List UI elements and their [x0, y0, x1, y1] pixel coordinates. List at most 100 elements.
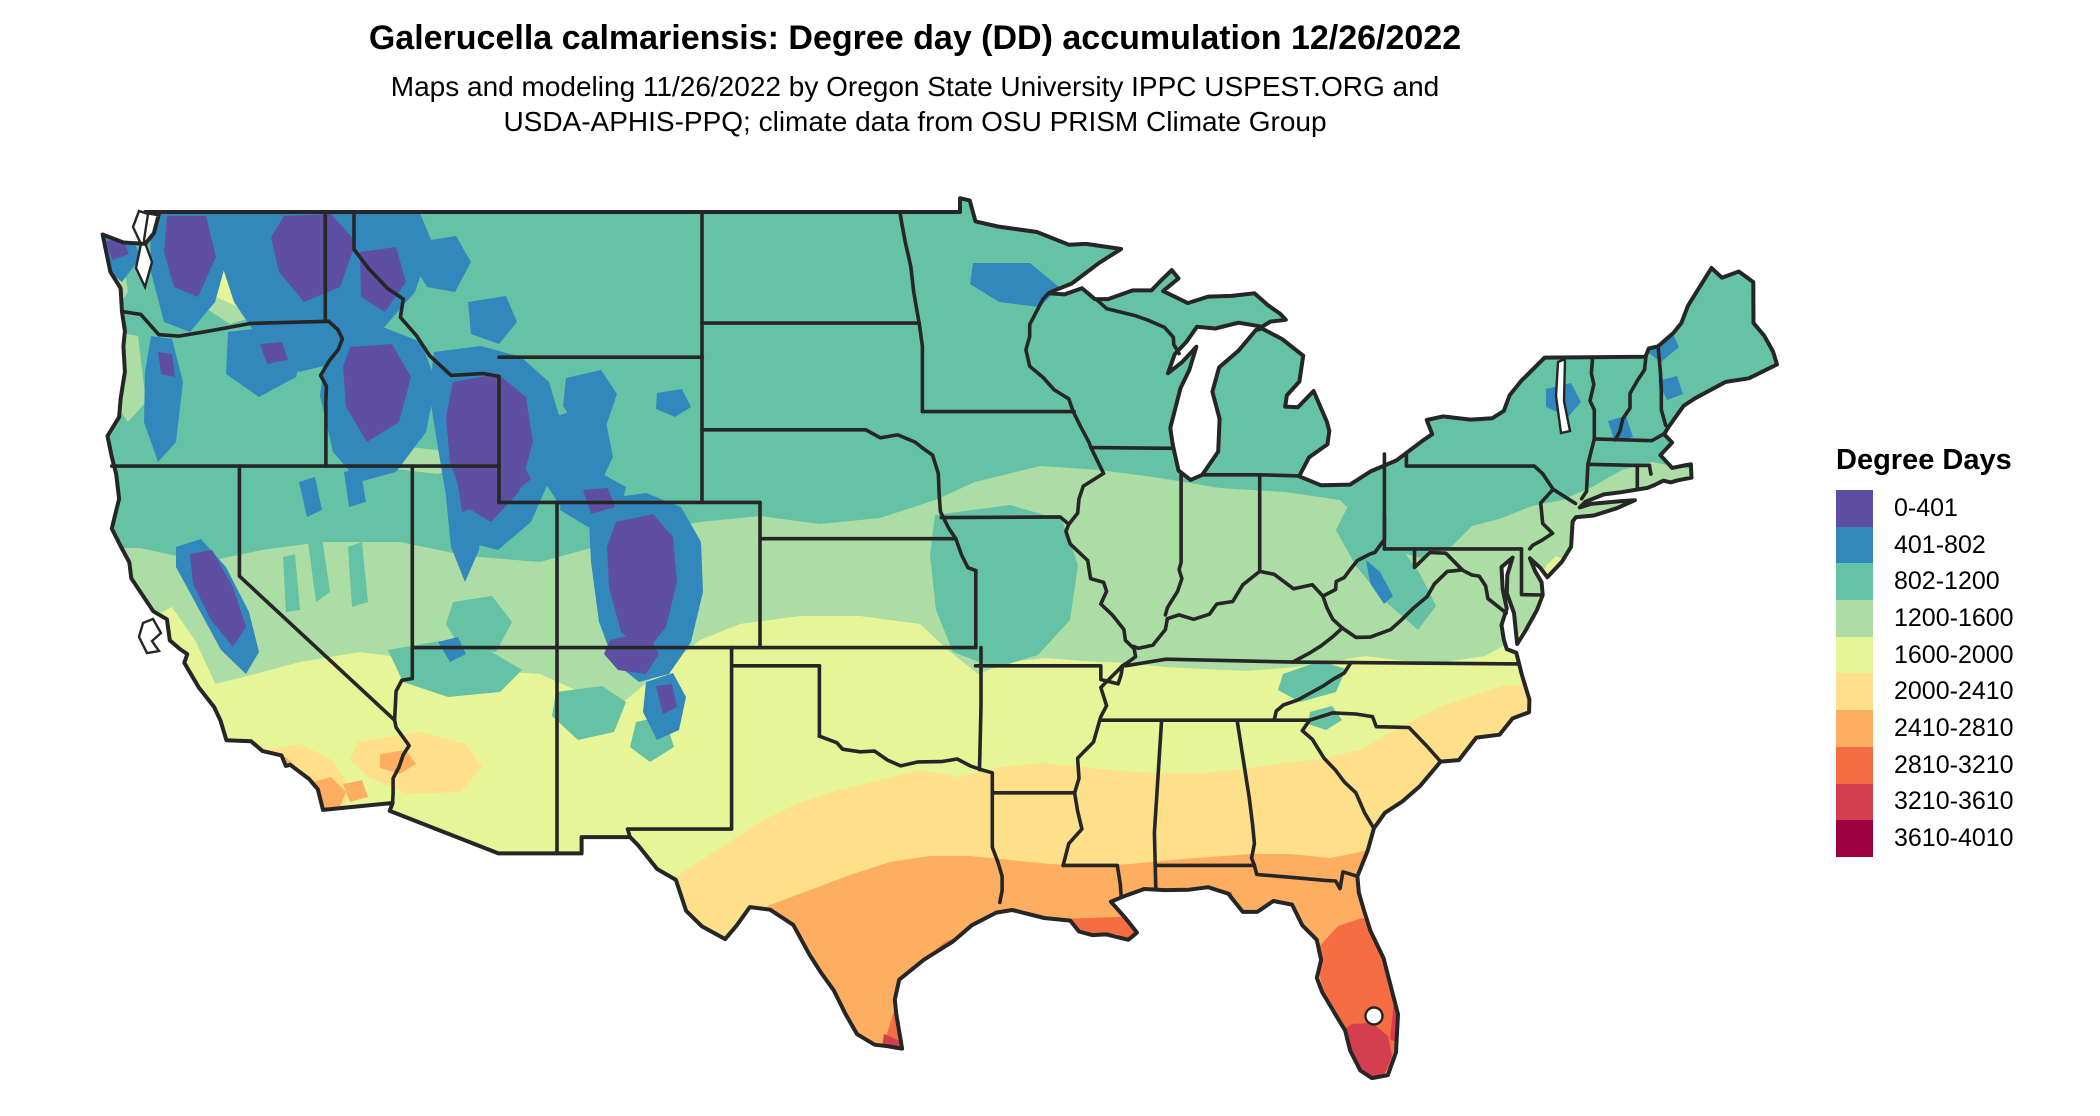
legend-label: 3210-3610: [1894, 787, 2014, 816]
legend-swatch: [1836, 710, 1873, 747]
map-subtitle: Maps and modeling 11/26/2022 by Oregon S…: [0, 70, 1830, 138]
degree-day-patch: [552, 686, 626, 740]
degree-day-patch: [456, 470, 476, 512]
legend-label: 802-1200: [1894, 567, 2000, 596]
degree-day-patch: [190, 550, 246, 647]
degree-day-patch: [271, 214, 356, 302]
state-border-line: [1024, 291, 1075, 414]
header: Galerucella calmariensis: Degree day (DD…: [0, 19, 1830, 139]
legend-label: 2810-3210: [1894, 750, 2014, 779]
legend-swatch: [1836, 636, 1873, 674]
san-francisco-bay: [137, 617, 163, 655]
state-border-line: [1586, 462, 1652, 468]
degree-day-patch: [360, 247, 406, 312]
legend-swatch: [1836, 526, 1873, 564]
map-subtitle-line2: USDA-APHIS-PPQ; climate data from OSU PR…: [503, 105, 1327, 137]
legend-title: Degree Days: [1836, 444, 2012, 476]
legend-swatch: [1836, 490, 1873, 527]
degree-day-patch: [607, 514, 677, 652]
degree-day-patch: [480, 461, 531, 493]
degree-day-patch: [563, 370, 617, 432]
legend-label: 3610-4010: [1894, 824, 2014, 853]
state-border-line: [979, 767, 1004, 905]
legend-label: 2000-2410: [1894, 677, 2014, 706]
state-border-line: [1123, 657, 1521, 668]
state-border-line: [1272, 660, 1353, 722]
legend-item: 2410-2810: [1836, 710, 2014, 747]
state-border-line: [1061, 664, 1125, 868]
legend-item: 3610-4010: [1836, 820, 2014, 857]
degree-day-patch: [344, 468, 366, 507]
degree-day-patch: [446, 596, 512, 652]
inland-water: [131, 209, 1572, 1026]
state-border-line: [1588, 355, 1597, 441]
state-border-line: [1647, 463, 1653, 476]
degree-day-patch: [1138, 892, 1232, 910]
puget-sound: [131, 209, 154, 291]
state-border-line: [352, 210, 501, 379]
legend-swatch: [1836, 600, 1873, 637]
legend-item: 0-401: [1836, 490, 2014, 527]
state-border-line: [1340, 568, 1465, 640]
legend: Degree Days 0-401 401-802 802-1200 1200-160…: [1836, 444, 2014, 857]
us-outline: [100, 196, 1779, 1081]
degree-day-patch: [283, 554, 300, 612]
legend-label: 0-401: [1894, 493, 1958, 522]
legend-item: 802-1200: [1836, 563, 2014, 601]
state-border-line: [1089, 445, 1176, 451]
legend-swatch: [1836, 673, 1873, 711]
map-subtitle-line1: Maps and modeling 11/26/2022 by Oregon S…: [390, 71, 1440, 103]
legend-swatch: [1836, 820, 1873, 857]
degree-day-patch: [350, 732, 482, 794]
state-border-line: [1300, 718, 1376, 831]
state-border-line: [390, 464, 415, 805]
degree-day-patch: [1336, 498, 1436, 630]
state-border-line: [1404, 452, 1555, 492]
state-border-line: [973, 664, 1125, 686]
degree-day-patch: [158, 352, 175, 377]
state-border-line: [625, 645, 734, 839]
legend-label: 401-802: [1894, 530, 1986, 559]
degree-day-patch: [348, 542, 368, 607]
state-border-line: [1307, 711, 1443, 764]
map-title: Galerucella calmariensis: Degree day (DD…: [368, 19, 1462, 57]
legend-label: 1200-1600: [1894, 603, 2014, 632]
state-border-line: [1290, 626, 1345, 664]
state-border-line: [1061, 863, 1123, 897]
legend-label: 1600-2000: [1894, 640, 2014, 669]
degree-day-patch: [343, 780, 368, 802]
florida-keys-dot: [1350, 1104, 1356, 1110]
state-border-line: [700, 428, 925, 450]
degree-day-patch: [413, 236, 471, 292]
degree-day-patch: [388, 641, 522, 697]
lake-okeechobee: [1364, 1006, 1384, 1026]
state-border-line: [1519, 547, 1545, 597]
state-border-line: [954, 536, 978, 573]
degree-day-patch: [970, 263, 1059, 307]
state-border-line: [1613, 355, 1648, 442]
degree-day-patch: [656, 389, 691, 417]
degree-day-patch: [299, 477, 322, 517]
degree-day-patch: [438, 637, 466, 662]
state-border-line: [1235, 718, 1257, 868]
state-border-line: [1095, 298, 1181, 356]
legend-item: 2000-2410: [1836, 673, 2014, 711]
state-border-line: [318, 319, 345, 468]
legend-item: 3210-3610: [1836, 783, 2014, 821]
legend-swatch: [1836, 783, 1873, 821]
degree-day-patch: [380, 750, 416, 774]
legend-item: 2810-3210: [1836, 746, 2014, 784]
legend-swatch: [1836, 563, 1873, 601]
legend-label: 2410-2810: [1894, 713, 2014, 742]
florida-keys-dot: [1326, 1100, 1332, 1106]
land-fill: [102, 198, 1778, 1110]
state-border-line: [898, 210, 921, 325]
legend-item: 1200-1600: [1836, 600, 2014, 637]
degree-day-patch: [656, 684, 677, 714]
state-border-line: [1321, 513, 1387, 598]
state-borders: [110, 210, 1668, 905]
florida-keys-dot: [1338, 1103, 1344, 1109]
degree-day-patch: [1278, 661, 1346, 702]
